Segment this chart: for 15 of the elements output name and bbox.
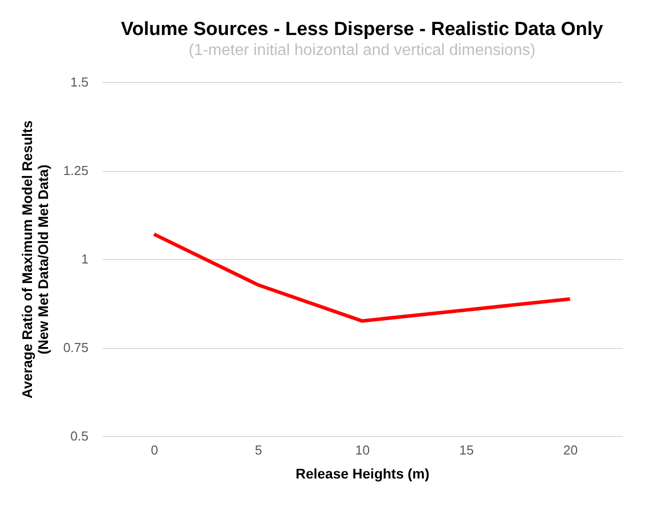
y-tick-label: 1.5	[70, 74, 88, 90]
y-tick-label: 0.75	[63, 340, 88, 355]
y-axis-title: Average Ratio of Maximum Model Results (New Met Data/Old Met Data)	[19, 120, 52, 398]
chart-title: Volume Sources - Less Disperse - Realistic Data Only	[120, 19, 604, 40]
y-tick-label: 0.5	[70, 428, 88, 444]
line-series	[152, 232, 572, 323]
chart-subtitle: (1-meter initial hoizontal and vertical dimensions)	[188, 42, 536, 59]
x-axis-title: Release Heights (m)	[296, 466, 430, 482]
x-tick-label: 20	[563, 442, 578, 458]
y-tick-label: 1	[81, 252, 88, 266]
x-tick-label: 5	[254, 442, 262, 458]
x-tick-label: 15	[459, 442, 474, 458]
x-tick-label: 0	[150, 442, 158, 458]
y-tick-label: 1.25	[63, 163, 88, 178]
x-tick-label: 10	[355, 442, 370, 458]
